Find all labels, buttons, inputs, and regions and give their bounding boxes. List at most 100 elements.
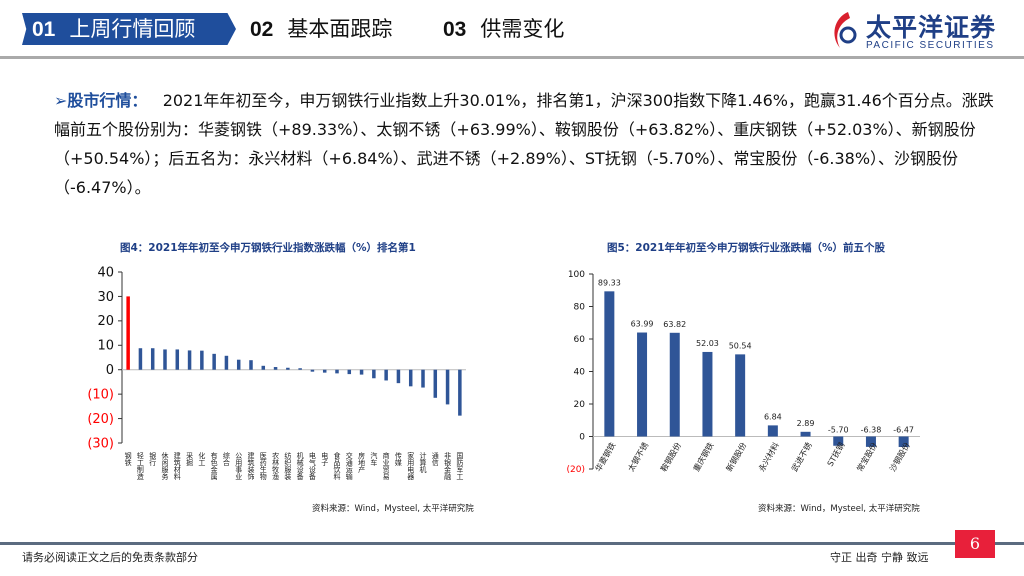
- y-tick-label: 40: [574, 368, 586, 378]
- header-divider: [0, 56, 1024, 59]
- x-tick-label: 农林牧渔: [272, 451, 280, 481]
- y-tick-label: 10: [97, 339, 114, 354]
- x-tick-label: 钢铁: [124, 451, 132, 467]
- data-label: 52.03: [696, 339, 719, 348]
- tab-number: 02: [250, 18, 274, 41]
- x-tick-label: 非银金融: [444, 451, 452, 481]
- chart2-source: 资料来源：Wind，Mysteel, 太平洋研究院: [758, 504, 920, 514]
- bar: [359, 369, 364, 375]
- bar: [236, 359, 241, 370]
- bar: [433, 369, 438, 398]
- bar: [702, 351, 713, 437]
- tab-number: 03: [443, 18, 467, 41]
- y-tick-label: (30): [87, 436, 114, 451]
- logo-icon: [834, 12, 857, 48]
- x-tick-label: 通信: [431, 451, 439, 467]
- x-tick-label: 家用电器: [407, 451, 415, 481]
- footer-divider: [0, 542, 1024, 545]
- data-label: -5.70: [828, 426, 849, 435]
- x-tick-label: 采掘: [186, 451, 194, 467]
- x-tick-label: ST抚钢: [825, 441, 847, 468]
- x-tick-label: 传媒: [394, 451, 402, 467]
- company-logo: 太平洋证券 PACIFIC SECURITIES: [828, 8, 1018, 52]
- data-label: 63.82: [663, 320, 686, 329]
- bar: [865, 436, 876, 447]
- y-tick-label: 30: [97, 290, 114, 305]
- y-tick-label: 0: [106, 363, 114, 378]
- bar: [898, 436, 909, 448]
- logo-subtext: PACIFIC SECURITIES: [866, 40, 995, 51]
- bar: [261, 365, 266, 370]
- y-tick-label: 80: [574, 303, 586, 313]
- x-tick-label: 化工: [198, 451, 206, 466]
- bar: [800, 431, 811, 437]
- x-tick-label: 综合: [222, 451, 230, 467]
- bar: [175, 349, 180, 370]
- data-label: 50.54: [729, 341, 752, 350]
- y-tick-label: (20): [567, 465, 585, 475]
- bar: [408, 369, 413, 387]
- y-tick-label: 20: [97, 314, 114, 329]
- bar: [458, 369, 462, 416]
- bullet-icon: ➢: [54, 91, 68, 110]
- x-tick-label: 轻工制造: [136, 451, 144, 481]
- data-label: 63.99: [631, 320, 654, 329]
- section-heading: 股市行情：: [67, 91, 148, 110]
- x-tick-label: 医药生物: [259, 452, 267, 481]
- bar: [187, 350, 192, 370]
- y-tick-label: 0: [579, 433, 585, 443]
- y-tick-label: (10): [87, 387, 114, 402]
- y-tick-label: 60: [574, 335, 586, 345]
- y-tick-label: 20: [574, 400, 586, 410]
- data-label: 2.89: [797, 419, 815, 428]
- x-tick-label: 电气设备: [308, 451, 316, 481]
- summary-paragraph: ➢股市行情： 2021年年初至今，申万钢铁行业指数上升30.01%，排名第1，沪…: [54, 86, 1004, 202]
- x-tick-label: 公用事业: [235, 452, 243, 480]
- footer-disclaimer: 请务必阅读正文之后的免责条款部分: [22, 551, 198, 564]
- tab-supply-demand[interactable]: 03 供需变化: [443, 13, 564, 45]
- bar: [735, 354, 746, 437]
- tab-fundamentals[interactable]: 02 基本面跟踪: [250, 13, 392, 45]
- bar: [286, 367, 290, 370]
- chart1-industry-returns: 40 30 20 10 0 (10) (20) (30) 钢铁 轻工制造 银行 休闲服务 建筑材料 采掘化…: [87, 265, 466, 481]
- tab-label: 基本面跟踪: [287, 17, 393, 41]
- bar: [396, 369, 401, 384]
- bar: [224, 355, 229, 370]
- bar: [669, 332, 680, 437]
- bar: [421, 369, 425, 388]
- chart1-title: 图4：2021年年初至今申万钢铁行业指数涨跌幅（%）排名第1: [120, 242, 416, 254]
- data-label: 6.84: [764, 412, 782, 421]
- bar: [637, 332, 648, 437]
- x-tick-label: 国防军工: [456, 452, 464, 480]
- bar: [833, 436, 844, 446]
- x-tick-label: 建筑装饰: [247, 451, 255, 481]
- bar: [347, 369, 352, 375]
- x-tick-label: 华菱钢铁: [593, 441, 618, 474]
- bar: [273, 367, 278, 370]
- bar: [767, 425, 778, 437]
- y-tick-label: (20): [87, 412, 114, 427]
- data-label: -6.38: [861, 426, 882, 435]
- bar: [126, 296, 130, 370]
- tab-weekly-review[interactable]: 01 上周行情回顾: [22, 13, 236, 45]
- tab-number: 01: [32, 18, 56, 41]
- y-tick-label: 40: [97, 265, 114, 280]
- bar: [445, 369, 450, 405]
- x-tick-label: 电子: [321, 451, 329, 466]
- x-tick-label: 食品饮料: [333, 451, 341, 481]
- bar: [372, 369, 376, 379]
- y-tick-label: 100: [568, 270, 585, 280]
- x-tick-label: 休闲服务: [161, 451, 169, 481]
- x-tick-label: 房地产: [358, 451, 366, 474]
- tab-label: 上周行情回顾: [69, 17, 196, 41]
- x-tick-label: 武进不锈: [789, 441, 814, 474]
- x-tick-label: 有色金属: [210, 451, 218, 481]
- footer-motto: 守正 出奇 宁静 致远: [830, 551, 929, 564]
- bar: [138, 348, 143, 370]
- data-label: -6.47: [893, 426, 914, 435]
- bar: [298, 368, 302, 370]
- x-tick-label: 机械设备: [296, 451, 304, 481]
- bar: [335, 369, 339, 374]
- x-tick-label: 纺织服装: [284, 451, 292, 481]
- bar: [163, 349, 167, 370]
